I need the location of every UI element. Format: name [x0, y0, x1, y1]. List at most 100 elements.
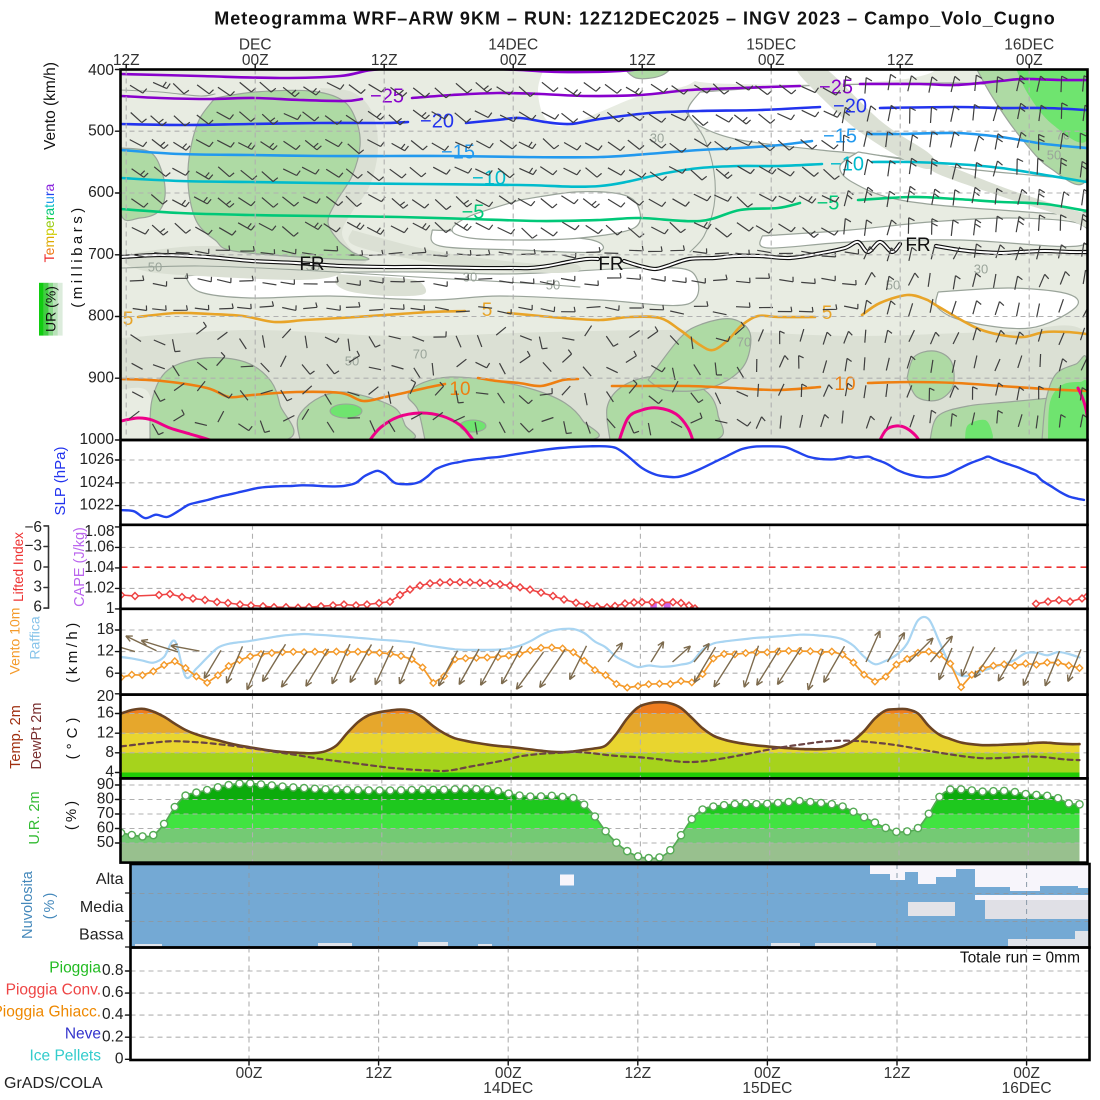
- svg-text:12: 12: [97, 724, 114, 741]
- svg-text:0: 0: [33, 558, 42, 575]
- svg-text:SLP (hPa): SLP (hPa): [52, 447, 69, 516]
- svg-text:30: 30: [463, 269, 477, 284]
- svg-text:60: 60: [97, 820, 115, 837]
- svg-text:12Z: 12Z: [887, 52, 914, 69]
- svg-text:18: 18: [97, 621, 114, 638]
- svg-text:12: 12: [97, 643, 114, 660]
- svg-text:00Z: 00Z: [495, 1065, 522, 1082]
- svg-text:1.06: 1.06: [84, 538, 114, 555]
- svg-text:(%): (%): [42, 891, 58, 920]
- svg-text:600: 600: [88, 184, 114, 201]
- svg-text:FR: FR: [905, 235, 930, 256]
- svg-text:Lifted Index: Lifted Index: [11, 532, 26, 602]
- svg-text:−20: −20: [833, 95, 867, 117]
- svg-text:15DEC: 15DEC: [742, 1080, 792, 1097]
- svg-text:6: 6: [33, 599, 42, 616]
- svg-text:CAPE (J/kg): CAPE (J/kg): [72, 527, 88, 607]
- svg-text:50: 50: [97, 834, 115, 851]
- svg-text:FR: FR: [598, 254, 623, 275]
- svg-text:0: 0: [115, 1050, 124, 1067]
- svg-text:20: 20: [97, 688, 115, 705]
- svg-text:30: 30: [650, 130, 664, 145]
- svg-text:1024: 1024: [80, 474, 115, 491]
- svg-text:U.R. 2m: U.R. 2m: [27, 791, 43, 844]
- svg-text:16: 16: [97, 705, 114, 722]
- svg-text:0.2: 0.2: [102, 1028, 124, 1045]
- svg-text:Raffica: Raffica: [27, 616, 43, 660]
- svg-text:5: 5: [482, 300, 493, 321]
- svg-text:Vento 10m: Vento 10m: [7, 608, 23, 675]
- svg-text:10: 10: [449, 379, 470, 400]
- svg-text:Pioggia Conv.: Pioggia Conv.: [6, 982, 101, 999]
- svg-text:Meteogramma WRF–ARW 9KM – RUN:: Meteogramma WRF–ARW 9KM – RUN: 12Z12DEC2…: [214, 8, 1056, 28]
- svg-text:00Z: 00Z: [242, 52, 269, 69]
- svg-text:−15: −15: [441, 141, 475, 163]
- svg-text:10: 10: [834, 374, 855, 395]
- svg-text:−5: −5: [817, 192, 840, 214]
- svg-text:(%): (%): [63, 798, 80, 830]
- svg-text:12Z: 12Z: [365, 1065, 392, 1082]
- svg-text:16DEC: 16DEC: [1002, 1080, 1052, 1097]
- svg-text:00Z: 00Z: [1013, 1065, 1040, 1082]
- svg-text:00Z: 00Z: [236, 1065, 263, 1082]
- svg-text:1026: 1026: [80, 451, 114, 468]
- svg-text:Bassa: Bassa: [79, 927, 124, 944]
- svg-text:12Z: 12Z: [624, 1065, 651, 1082]
- svg-text:UR (%): UR (%): [43, 286, 59, 332]
- svg-text:70: 70: [413, 346, 427, 361]
- svg-text:1: 1: [106, 600, 115, 617]
- svg-text:70: 70: [737, 334, 751, 349]
- svg-text:15DEC: 15DEC: [746, 37, 796, 54]
- svg-text:−10: −10: [472, 167, 506, 189]
- svg-text:800: 800: [88, 308, 114, 325]
- svg-text:50: 50: [148, 259, 162, 274]
- svg-text:−25: −25: [819, 76, 853, 98]
- svg-text:(°C): (°C): [64, 713, 81, 760]
- svg-text:−6: −6: [24, 519, 42, 536]
- svg-text:16DEC: 16DEC: [1004, 37, 1054, 54]
- svg-text:−3: −3: [24, 538, 42, 555]
- svg-text:1.04: 1.04: [84, 559, 115, 576]
- svg-text:90: 90: [97, 776, 115, 793]
- svg-text:1.02: 1.02: [84, 579, 114, 596]
- svg-text:(millibars): (millibars): [69, 204, 86, 308]
- svg-text:Media: Media: [80, 899, 124, 916]
- svg-text:DewPt 2m: DewPt 2m: [29, 703, 45, 770]
- svg-text:14DEC: 14DEC: [483, 1080, 533, 1097]
- svg-text:FR: FR: [299, 254, 324, 275]
- svg-text:80: 80: [97, 791, 115, 808]
- svg-text:Ice Pellets: Ice Pellets: [29, 1048, 101, 1065]
- svg-text:50: 50: [886, 277, 900, 292]
- svg-text:30: 30: [974, 261, 988, 276]
- svg-text:Totale run = 0mm: Totale run = 0mm: [960, 950, 1080, 967]
- svg-text:Pioggia: Pioggia: [49, 960, 101, 977]
- svg-text:Neve: Neve: [65, 1026, 101, 1043]
- svg-text:12Z: 12Z: [371, 52, 398, 69]
- svg-text:00Z: 00Z: [754, 1065, 781, 1082]
- svg-text:12Z: 12Z: [113, 52, 140, 69]
- svg-text:1022: 1022: [80, 497, 114, 514]
- svg-text:500: 500: [88, 122, 114, 139]
- svg-text:14DEC: 14DEC: [488, 37, 538, 54]
- svg-text:12Z: 12Z: [629, 52, 656, 69]
- svg-text:Pioggia Ghiacc.: Pioggia Ghiacc.: [0, 1004, 101, 1021]
- svg-text:Temperatura: Temperatura: [41, 183, 57, 262]
- svg-text:12Z: 12Z: [884, 1065, 911, 1082]
- svg-text:50: 50: [1047, 147, 1061, 162]
- svg-text:(km/h): (km/h): [64, 619, 81, 683]
- svg-text:400: 400: [88, 62, 114, 79]
- svg-text:Alta: Alta: [96, 871, 124, 888]
- svg-text:3: 3: [33, 579, 42, 596]
- svg-text:00Z: 00Z: [1016, 52, 1043, 69]
- svg-text:Nuvolosita: Nuvolosita: [20, 870, 36, 939]
- svg-text:0.8: 0.8: [102, 962, 124, 979]
- svg-text:4: 4: [105, 764, 114, 781]
- svg-text:Vento (km/h): Vento (km/h): [42, 62, 59, 150]
- svg-text:8: 8: [105, 744, 114, 761]
- svg-text:5: 5: [123, 309, 134, 330]
- svg-text:DEC: DEC: [239, 37, 272, 54]
- svg-text:−10: −10: [830, 153, 864, 175]
- svg-text:1000: 1000: [80, 431, 115, 448]
- svg-text:70: 70: [97, 805, 115, 822]
- svg-text:Temp. 2m: Temp. 2m: [8, 705, 24, 769]
